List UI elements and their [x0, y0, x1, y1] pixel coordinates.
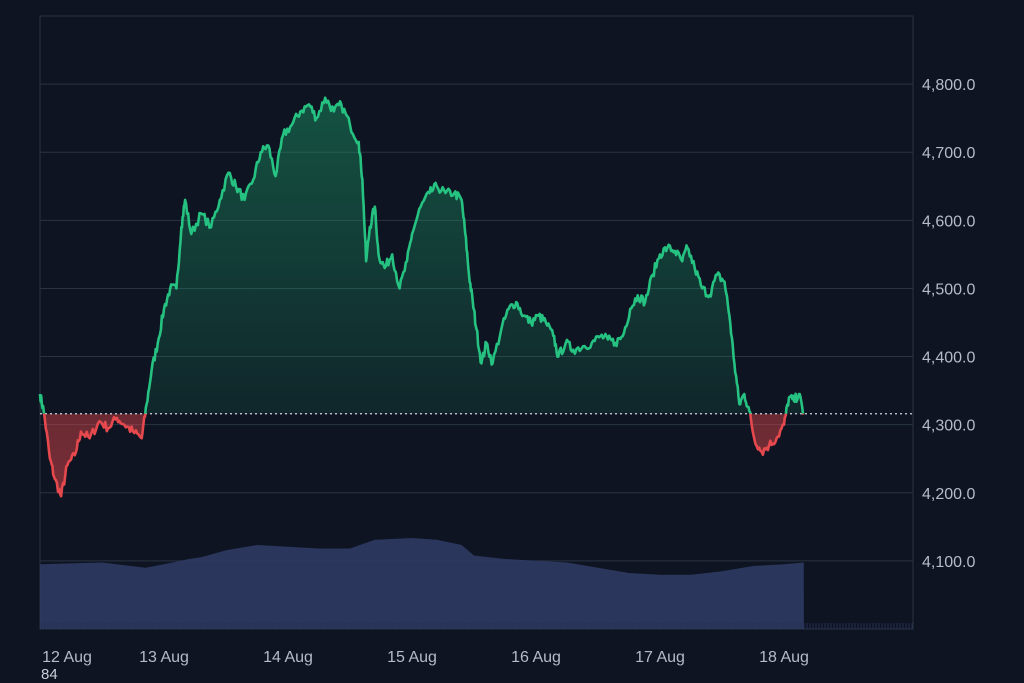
y-tick-label: 4,300.0 — [922, 418, 975, 435]
x-tick-label: 16 Aug — [511, 649, 561, 666]
x-tick-label: 12 Aug — [42, 649, 92, 666]
x-tick-label: 15 Aug — [387, 649, 437, 666]
price-area-above — [40, 97, 804, 414]
y-tick-label: 4,700.0 — [922, 145, 975, 162]
y-tick-label: 4,500.0 — [922, 281, 975, 298]
price-area-group — [40, 97, 804, 497]
y-axis-ticks: 4,100.0 4,200.0 4,300.0 4,400.0 4,500.0 4,600… — [922, 77, 975, 571]
stray-label: 84 — [41, 666, 58, 683]
y-tick-label: 4,200.0 — [922, 486, 975, 503]
volume-area — [40, 538, 804, 629]
price-line-up — [38, 96, 805, 414]
y-tick-label: 4,100.0 — [922, 554, 975, 571]
y-tick-label: 4,600.0 — [922, 213, 975, 230]
price-line-group — [38, 96, 805, 498]
x-tick-label: 18 Aug — [759, 649, 809, 666]
x-tick-label: 13 Aug — [139, 649, 189, 666]
x-axis-ticks: 12 Aug 13 Aug 14 Aug 15 Aug 16 Aug 17 Aug 18 A… — [42, 649, 809, 666]
x-tick-label: 17 Aug — [635, 649, 685, 666]
y-tick-label: 4,800.0 — [922, 77, 975, 94]
volume-area-group — [40, 538, 913, 629]
y-tick-label: 4,400.0 — [922, 350, 975, 367]
x-tick-label: 14 Aug — [263, 649, 313, 666]
